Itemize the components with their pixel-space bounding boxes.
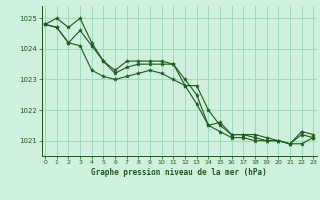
X-axis label: Graphe pression niveau de la mer (hPa): Graphe pression niveau de la mer (hPa)	[91, 168, 267, 177]
